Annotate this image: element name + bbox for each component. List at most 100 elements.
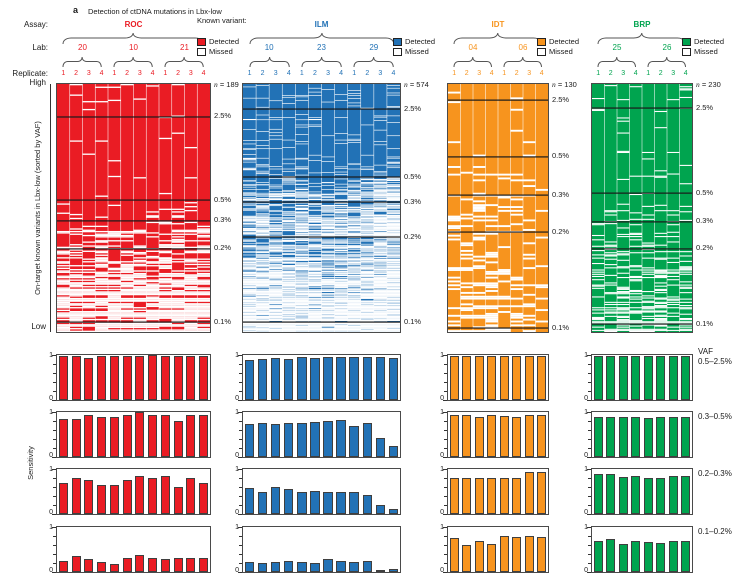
sensitivity-bar [109,356,119,400]
sensitivity-bar [643,541,653,572]
sensitivity-bar [499,415,509,457]
n-symbol: n [214,80,218,89]
bar-axis-tick [444,504,447,506]
sensitivity-bar [487,415,497,457]
high-label: High [29,78,46,87]
assay-brace [249,32,394,45]
sensitivity-bar [499,356,509,400]
lab-label: 21 [180,43,189,52]
sensitivity-bar [336,560,346,572]
lab-label: 26 [662,43,672,52]
bar-axis-tick [444,535,447,537]
lab-label: 25 [612,43,622,52]
assay-label: ROC [124,20,143,29]
lab-brace [113,56,154,68]
bar-axis-tick [444,438,447,440]
replicate-label: 3 [378,70,383,77]
sensitivity-bar [618,476,628,514]
sensitivity-bar [84,480,94,514]
bar-axis-tick [587,354,591,356]
bar-axis-tick [53,553,56,555]
sensitivity-bar [656,542,666,572]
sensitivity-bar [631,475,641,514]
bar-axis-tick [587,456,591,458]
sensitivity-bar [109,416,119,457]
detection-heatmap [56,83,211,333]
sensitivity-bar [474,417,484,457]
bar-axis-bottom-label: 0 [235,567,239,574]
vaf-tick-label: 0.2% [696,243,714,253]
sensitivity-bar [135,475,145,514]
bar-axis-tick [52,571,56,573]
sensitivity-bar [668,355,678,400]
legend-label-detected: Detected [209,37,240,46]
sensitivity-bar [512,536,522,572]
assay-label: BRP [633,20,651,29]
bar-axis-tick [52,456,56,458]
lab-brace [301,56,342,68]
vaf-tick-label: 2.5% [214,111,232,121]
vaf-tick-label: 0.1% [404,316,422,326]
bar-axis-tick [239,544,242,546]
sensitivity-bar [122,415,132,457]
lab-brace [62,56,103,68]
sensitivity-bar [462,415,472,457]
vaf-tick-label: 0.2% [552,226,570,236]
sensitivity-bar [148,557,158,572]
vaf-tick-label: 0.2% [214,243,232,253]
sensitivity-bar [135,554,145,572]
sensitivity-bar [336,492,346,514]
sensitivity-bar [362,560,372,572]
lab-brace [453,56,493,68]
bar-axis-tick [53,544,56,546]
bar-axis-tick [52,468,56,470]
brace-shape [164,56,205,68]
bar-axis-tick [444,544,447,546]
vaf-tick-label: 0.2% [404,231,422,241]
sensitivity-bar [160,475,170,514]
replicate-label: 3 [671,70,676,77]
legend-label-detected: Detected [694,37,725,46]
panel-letter: a [73,5,79,15]
sensitivity-bar [606,416,616,457]
legend-swatch-missed [682,48,691,56]
bar-axis-bottom-label: 0 [584,509,588,516]
brace-shape [453,32,543,45]
sensitivity-bar [656,478,666,514]
sensitivity-bar [512,478,522,514]
replicate-label: 2 [365,70,370,77]
vaf-tick-label: 0.3% [696,216,714,226]
sensitivity-bar [84,357,94,400]
bar-axis-tick [588,438,591,440]
sensitivity-bar [270,358,281,400]
replicate-label: 1 [163,70,168,77]
sensitivity-bar [631,355,641,400]
bar-axis-tick [239,504,242,506]
bar-axis-bottom-label: 0 [235,452,239,459]
sensitivity-bar [462,478,472,514]
bar-axis-tick [443,456,447,458]
bar-axis-top-label: 1 [440,409,444,416]
bar-axis-bottom-label: 0 [440,452,444,459]
sensitivity-bar [512,417,522,457]
detection-heatmap [447,83,549,333]
sensitivity-bar-chart [242,354,401,401]
vaf-tick-label: 0.3% [552,189,570,199]
sensitivity-bar [284,560,294,572]
sensitivity-bar [618,416,628,457]
bar-axis-bottom-label: 0 [440,509,444,516]
replicate-label: 2 [658,70,663,77]
sensitivity-bar [270,424,281,457]
bar-axis-tick [53,477,56,479]
sensitivity-bar [656,417,666,457]
lab-row-label: Lab: [32,43,48,52]
n-symbol: n [696,80,700,89]
low-label: Low [31,322,46,331]
lab-brace [249,56,290,68]
sensitivity-bar [323,491,333,514]
sensitivity-bar [593,416,603,457]
lab-brace [597,56,637,68]
vaf-tick-label: 0.1% [214,316,232,326]
sensitivity-bar-chart [56,411,211,458]
